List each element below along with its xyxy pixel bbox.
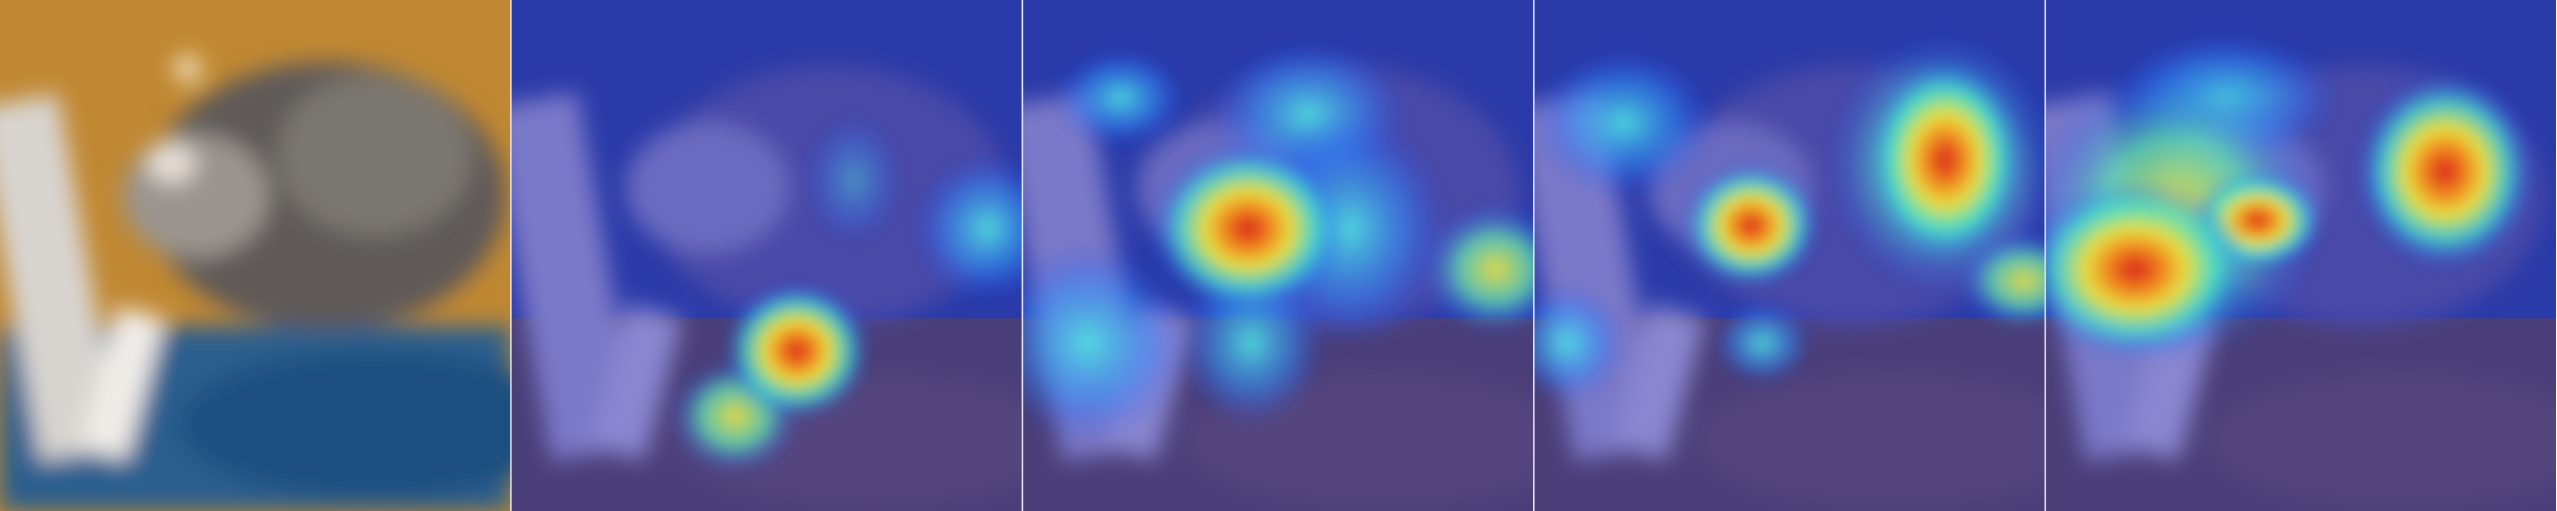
heatmap-panel [1534, 0, 2045, 511]
heatmap-panel [1022, 0, 1534, 511]
heatmap-panel [2045, 0, 2557, 511]
panel-separators [510, 0, 2047, 511]
heatmap-panel [489, 0, 1022, 511]
original-image [0, 0, 511, 511]
